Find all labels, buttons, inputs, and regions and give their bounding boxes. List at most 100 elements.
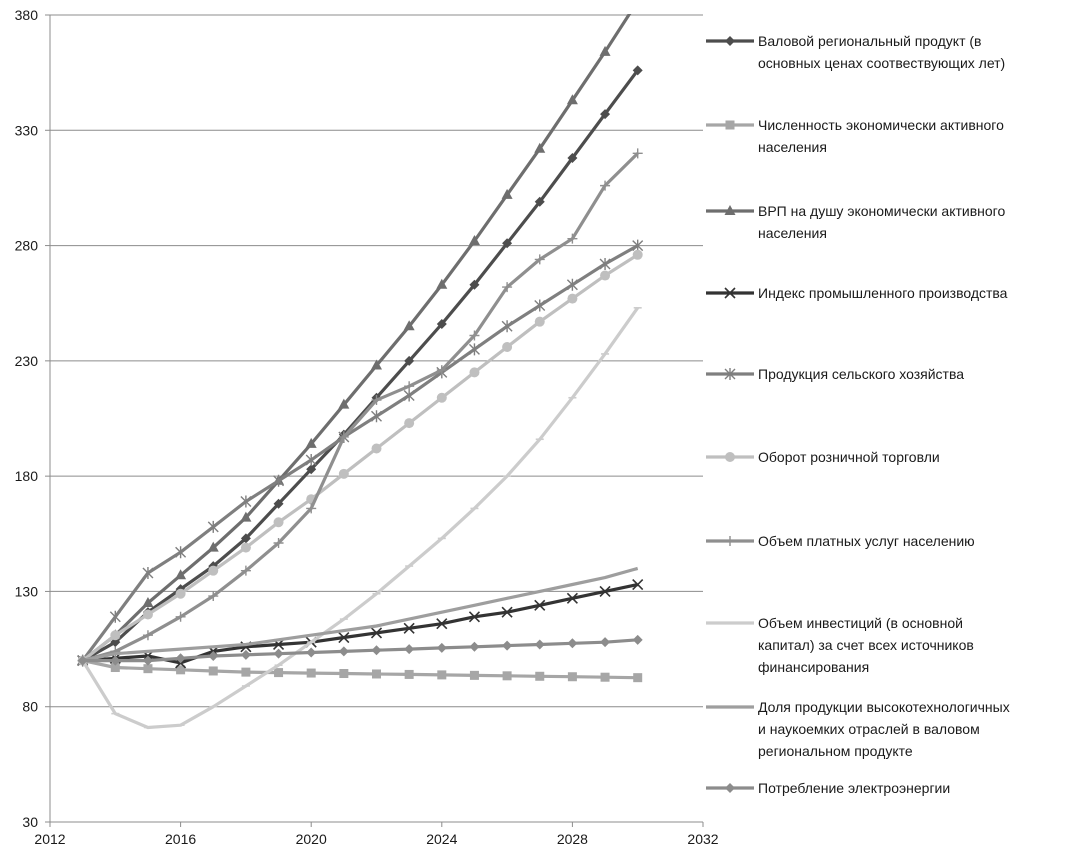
legend-label: Потребление электроэнергии — [758, 780, 950, 796]
data-point — [240, 649, 251, 660]
data-point — [274, 668, 284, 678]
data-point — [436, 642, 447, 653]
y-tick-label: 380 — [15, 7, 39, 23]
series-line — [82, 638, 638, 663]
data-point — [273, 474, 285, 487]
data-point — [371, 410, 382, 423]
data-point — [436, 318, 447, 329]
data-point — [306, 503, 317, 514]
legend-label: Объем инвестиций (в основной — [758, 615, 963, 631]
data-point — [599, 258, 611, 271]
data-point — [240, 542, 251, 553]
legend-swatch-marker — [725, 120, 735, 130]
x-tick-label: 2016 — [165, 831, 196, 847]
data-point — [273, 498, 284, 509]
data-point — [600, 672, 610, 682]
legend-entry-9: Доля продукции высокотехнологичных и наук… — [706, 699, 1010, 759]
data-point — [632, 239, 644, 252]
data-point — [339, 669, 349, 679]
y-tick-label: 180 — [15, 468, 39, 484]
data-point — [567, 672, 577, 682]
x-tick-label: 2024 — [426, 831, 457, 847]
data-point — [176, 665, 186, 675]
data-point — [273, 517, 284, 528]
legend-label: Численность экономически активного — [758, 117, 1004, 133]
data-point — [566, 278, 578, 291]
data-point — [370, 627, 383, 639]
data-point — [567, 152, 578, 163]
series-line — [81, 0, 640, 662]
data-point — [436, 365, 447, 376]
data-point — [306, 668, 316, 678]
legend-entry-7: Объем платных услуг населению — [706, 533, 975, 549]
legend-entry-5: Продукция сельского хозяйства — [706, 366, 964, 382]
data-point — [502, 640, 513, 651]
y-tick-label: 80 — [22, 699, 38, 715]
data-point — [142, 630, 153, 641]
data-point — [273, 538, 284, 549]
y-axis-ticks: 30 80 130 180 230 280 330 380 — [15, 7, 50, 830]
x-tick-label: 2032 — [687, 831, 718, 847]
legend-swatch-marker — [724, 205, 736, 215]
legend-entry-3: ВРП на душу экономически активного населе… — [706, 203, 1005, 241]
data-point — [501, 606, 513, 618]
data-point — [371, 443, 382, 454]
data-point — [404, 381, 415, 392]
legend-entry-8: Объем инвестиций (в основной капитал) за … — [706, 615, 974, 675]
data-point — [207, 541, 219, 552]
legend-label: населения — [758, 139, 827, 155]
data-point — [632, 578, 644, 591]
data-point — [338, 646, 349, 657]
data-point — [371, 395, 382, 406]
data-point — [208, 591, 219, 602]
series-2 — [78, 656, 643, 683]
data-point — [437, 670, 447, 680]
data-point — [469, 670, 479, 680]
data-point — [175, 611, 186, 622]
legend-label: и наукоемких отраслей в валовом — [758, 721, 980, 737]
legend-label: Продукция сельского хозяйства — [758, 366, 964, 382]
data-point — [110, 637, 121, 648]
data-point — [633, 673, 643, 683]
data-point — [143, 664, 153, 674]
y-tick-label: 280 — [15, 238, 39, 254]
data-point — [566, 592, 578, 604]
data-point — [534, 599, 546, 611]
legend-swatch-marker — [724, 368, 736, 380]
data-point — [372, 669, 381, 679]
data-point — [468, 343, 480, 356]
data-point — [534, 639, 545, 650]
data-point — [469, 330, 480, 341]
legend-label: Объем платных услуг населению — [758, 533, 975, 549]
y-tick-label: 330 — [15, 122, 39, 138]
y-tick-label: 30 — [22, 814, 38, 830]
data-point — [436, 392, 447, 403]
data-point — [109, 610, 121, 623]
data-point — [77, 655, 88, 666]
data-point — [207, 520, 219, 533]
legend-label: финансирования — [758, 659, 869, 675]
data-point — [403, 622, 415, 634]
data-point — [338, 631, 350, 644]
data-point — [534, 254, 545, 265]
data-point — [600, 109, 611, 120]
data-point — [600, 637, 611, 648]
data-point — [241, 667, 251, 677]
legend-label: региональном продукте — [758, 743, 913, 759]
legend-label: капитал) за счет всех источников — [758, 637, 974, 653]
data-point — [142, 609, 153, 620]
plot-top-mask — [51, 0, 703, 14]
data-point — [208, 650, 219, 661]
series-line — [82, 152, 639, 663]
data-point — [632, 634, 643, 645]
series-line — [81, 244, 639, 662]
data-point — [534, 316, 545, 327]
legend-label: Оборот розничной торговли — [758, 449, 940, 465]
data-point — [468, 611, 481, 623]
series-8 — [78, 306, 642, 730]
data-point — [566, 94, 578, 105]
series-line — [82, 659, 638, 680]
series-1 — [77, 65, 643, 666]
data-point — [469, 279, 480, 290]
data-point — [403, 320, 415, 331]
